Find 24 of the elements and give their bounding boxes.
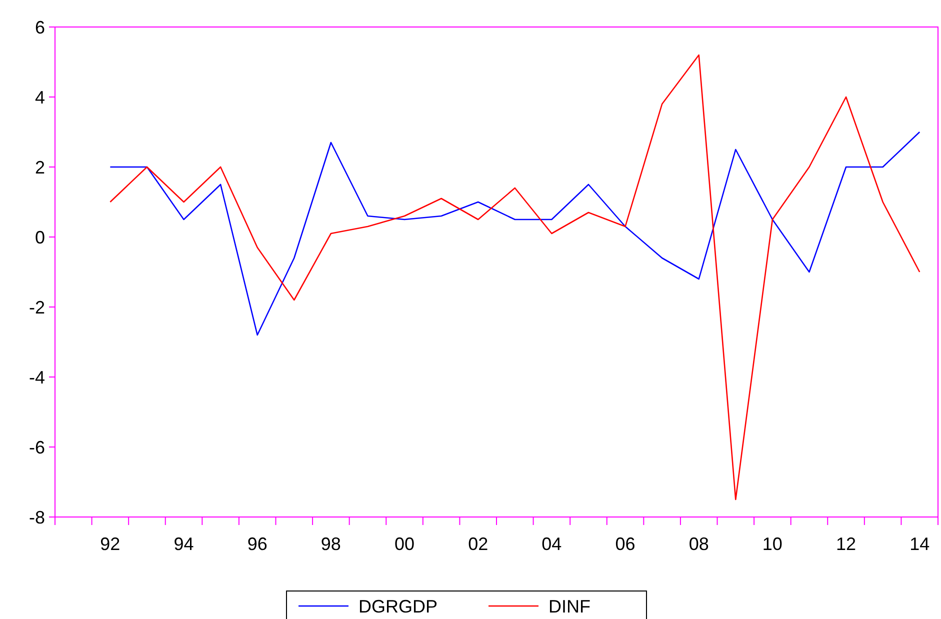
x-tick-label: 98 (320, 534, 341, 554)
y-tick-label: 2 (34, 157, 45, 178)
y-tick-label: 4 (34, 87, 45, 108)
x-tick-label: 10 (762, 534, 782, 554)
y-tick-label: -6 (28, 437, 45, 458)
x-tick-label: 92 (100, 534, 120, 554)
line-series (110, 131, 920, 336)
y-tick-label: 0 (34, 227, 45, 248)
x-tick-label: 94 (174, 534, 194, 554)
x-tick-label: 00 (394, 534, 415, 554)
x-tick-label: 04 (542, 534, 562, 554)
legend-label: DINF (548, 596, 590, 616)
x-tick-label: 12 (836, 534, 856, 554)
x-tick-label: 08 (688, 534, 709, 554)
y-tick-label: -8 (28, 507, 45, 528)
y-tick-label: -2 (28, 297, 45, 318)
x-tick-label: 96 (247, 534, 268, 554)
line-series (110, 54, 920, 500)
x-tick-label: 02 (468, 534, 488, 554)
x-tick-label: 14 (910, 534, 930, 554)
x-tick-label: 06 (615, 534, 636, 554)
y-tick-label: -4 (28, 367, 45, 388)
y-tick-label: 6 (34, 17, 45, 38)
legend-label: DGRGDP (358, 596, 438, 616)
